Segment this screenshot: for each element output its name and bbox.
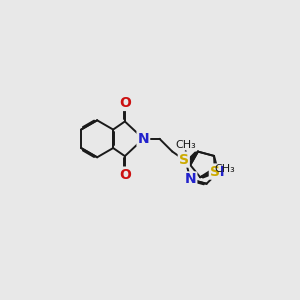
Text: CH₃: CH₃	[175, 140, 196, 150]
Text: N: N	[212, 165, 224, 179]
Text: S: S	[179, 153, 189, 166]
Text: N: N	[185, 172, 196, 186]
Text: N: N	[137, 132, 149, 146]
Text: O: O	[119, 168, 131, 182]
Text: S: S	[210, 165, 220, 178]
Text: CH₃: CH₃	[214, 164, 235, 174]
Text: O: O	[119, 96, 131, 110]
